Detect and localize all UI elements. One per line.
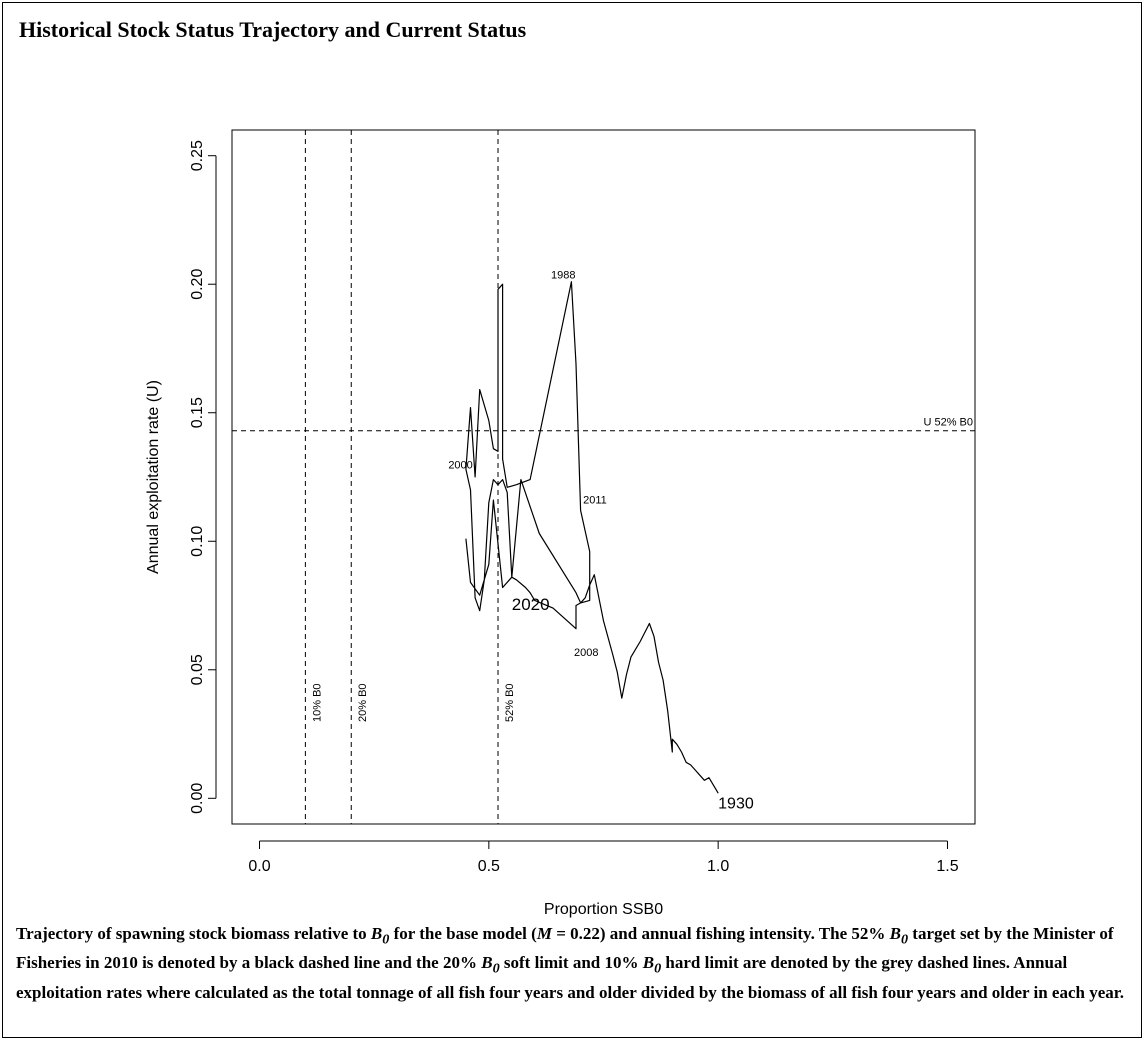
figure-heading: Historical Stock Status Trajectory and C… <box>19 17 527 42</box>
caption-b-symbol: B <box>642 953 655 973</box>
caption-text: = 0.22) and annual fishing intensity. Th… <box>551 924 890 943</box>
caption-text: hard limit are denoted by the grey dashe… <box>16 953 1124 1002</box>
y-tick-label: 0.20 <box>189 269 206 300</box>
plot-box <box>231 129 976 825</box>
caption-b-subscript: 0 <box>492 960 500 977</box>
y-tick-label: 0.00 <box>189 783 206 814</box>
x-tick-label: 1.5 <box>936 858 958 875</box>
x-tick-label: 0.0 <box>248 858 270 875</box>
caption-b-symbol: B <box>481 953 493 973</box>
figure-caption: Trajectory of spawning stock biomass rel… <box>16 922 1126 1005</box>
reference-line-label: 10% B0 <box>311 683 323 722</box>
caption-b-subscript: 0 <box>654 960 662 977</box>
year-label: 2011 <box>583 494 607 506</box>
caption-b-subscript: 0 <box>382 931 390 948</box>
caption-text: target set by the Minister of Fisheries … <box>16 924 1114 973</box>
year-label: 2000 <box>448 459 472 471</box>
year-label: 1988 <box>551 270 575 282</box>
caption-text: for the base model ( <box>389 924 537 943</box>
y-tick-label: 0.10 <box>189 526 206 557</box>
x-axis-label: Proportion SSB0 <box>544 901 663 918</box>
caption-b-subscript: 0 <box>900 931 909 948</box>
caption-b-symbol: B <box>370 924 383 943</box>
y-tick-label: 0.15 <box>189 397 206 428</box>
reference-line-label: 52% B0 <box>504 683 516 722</box>
caption-m-symbol: M <box>536 924 552 943</box>
caption-text: soft limit and 10% <box>499 953 643 973</box>
y-tick-label: 0.25 <box>189 140 206 171</box>
caption-text: Trajectory of spawning stock biomass rel… <box>16 924 371 943</box>
trajectory-line-0 <box>465 281 719 794</box>
caption-b-symbol: B <box>889 924 901 943</box>
reference-line-label: U 52% B0 <box>923 417 973 429</box>
reference-line-label: 20% B0 <box>357 683 369 722</box>
x-tick-label: 0.5 <box>478 858 500 875</box>
y-tick-label: 0.05 <box>189 654 206 685</box>
year-label: 2008 <box>574 647 598 659</box>
year-label: 1930 <box>718 795 754 812</box>
y-axis-label: Annual exploitation rate (U) <box>145 380 162 574</box>
x-tick-label: 1.0 <box>707 858 729 875</box>
year-label: 2020 <box>512 595 550 614</box>
exploitation-trajectory-chart: 0.0 0.5 1.0 1.5 Proportion SSB0 0.00 0.05 0.10 0… <box>145 129 976 918</box>
